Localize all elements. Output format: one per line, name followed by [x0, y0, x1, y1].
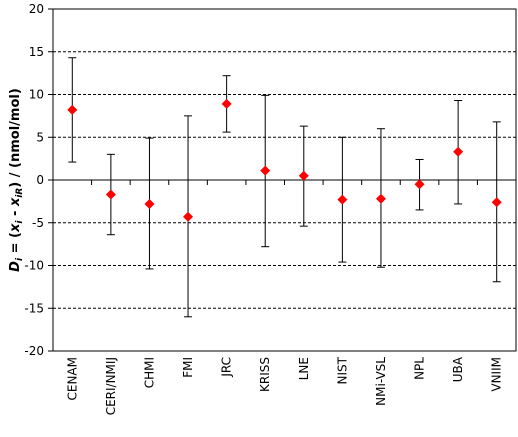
data-point: [105, 189, 116, 200]
x-category-label: CERI/NMIJ: [104, 357, 118, 415]
ylabel-x2: x: [8, 197, 23, 207]
y-tick-label: -5: [32, 216, 44, 230]
x-category-label: CHMI: [142, 357, 156, 388]
data-point: [375, 193, 386, 204]
ylabel-x2-sub: iR: [15, 188, 25, 198]
data-point: [453, 146, 464, 157]
data-point: [491, 197, 502, 208]
grid-lines: [53, 51, 516, 309]
x-category-label: JRC: [220, 357, 234, 378]
x-category-label: NPL: [413, 357, 427, 380]
x-category-label: KRISS: [258, 357, 272, 392]
x-axis-labels: CENAM CERI/NMIJ CHMI FMI JRC KRISS LNE NIST NMi-…: [65, 356, 503, 415]
error-bars: [68, 57, 501, 318]
y-tick-label: 0: [36, 173, 44, 187]
ylabel-eq: = (: [8, 232, 23, 258]
y-tick-label: 5: [36, 130, 44, 144]
y-tick-label: -10: [24, 259, 44, 273]
ylabel-tail: ) / (nmol/mol): [8, 88, 23, 188]
data-point: [298, 170, 309, 181]
x-category-label: VNIIM: [490, 357, 504, 392]
ylabel-minus: -: [8, 206, 23, 220]
y-tick-label: -20: [24, 344, 44, 358]
data-point: [221, 98, 232, 109]
x-category-label: NIST: [335, 356, 349, 384]
y-axis-label: Di = (xi - xiR) / (nmol/mol): [8, 88, 25, 272]
data-point: [414, 179, 425, 190]
y-tick-label: 10: [29, 88, 44, 102]
ylabel-x1: x: [8, 223, 23, 233]
y-tick-label: 15: [29, 45, 44, 59]
ylabel-x1-sub: i: [15, 220, 25, 224]
x-category-label: CENAM: [65, 357, 79, 401]
data-markers: [67, 98, 502, 222]
y-tick-label: 20: [29, 2, 44, 16]
x-category-label: UBA: [451, 356, 465, 382]
x-category-label: FMI: [181, 357, 195, 378]
data-point: [144, 198, 155, 209]
ylabel-d-sub: i: [15, 257, 25, 261]
x-category-label: NMi-VSL: [374, 357, 388, 406]
x-category-label: LNE: [297, 357, 311, 380]
data-point: [183, 211, 194, 222]
data-point: [337, 194, 348, 205]
y-tick-label: -15: [24, 301, 44, 315]
y-axis-ticks: -20 -15 -10 -5 0 5 10 15 20: [24, 2, 53, 358]
x-axis-ticks: [52, 180, 517, 185]
ylabel-d: D: [8, 261, 23, 272]
data-point: [260, 165, 271, 176]
data-point: [67, 104, 78, 115]
